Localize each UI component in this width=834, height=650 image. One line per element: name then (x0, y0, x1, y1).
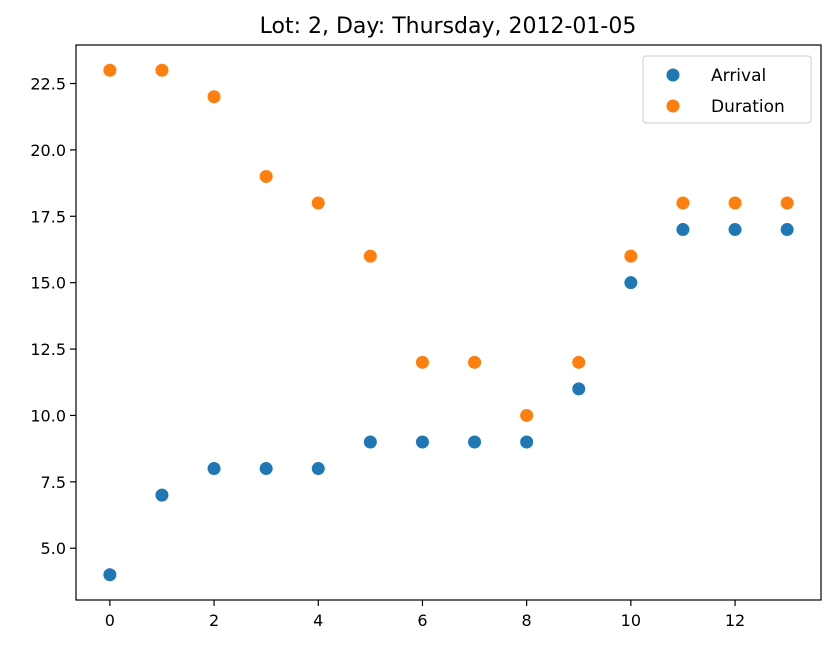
legend-label-arrival: Arrival (711, 66, 766, 86)
data-point-arrival (311, 462, 325, 476)
data-point-duration (780, 196, 794, 210)
x-tick-label: 10 (621, 611, 641, 630)
y-tick-label: 17.5 (30, 207, 66, 226)
y-tick-label: 20.0 (30, 141, 66, 160)
data-point-arrival (624, 276, 638, 290)
data-point-arrival (207, 462, 221, 476)
series-arrival (103, 223, 794, 582)
x-tick-label: 0 (105, 611, 115, 630)
data-point-arrival (103, 568, 117, 582)
y-axis: 5.0 7.5 10.0 12.5 15.0 17.5 20.0 22.5 (30, 75, 76, 558)
x-tick-label: 12 (725, 611, 745, 630)
data-point-arrival (572, 382, 586, 396)
data-points (103, 63, 794, 582)
data-point-duration (103, 63, 117, 77)
data-point-duration (728, 196, 742, 210)
data-point-duration (572, 355, 586, 369)
y-tick-label: 12.5 (30, 340, 66, 359)
legend: Arrival Duration (642, 55, 812, 124)
chart-title: Lot: 2, Day: Thursday, 2012-01-05 (260, 14, 637, 39)
data-point-duration (415, 355, 429, 369)
data-point-arrival (520, 435, 534, 449)
data-point-duration (468, 355, 482, 369)
data-point-arrival (259, 462, 273, 476)
x-tick-label: 2 (209, 611, 219, 630)
data-point-duration (155, 63, 169, 77)
data-point-arrival (676, 223, 690, 237)
x-axis: 0 2 4 6 8 10 12 (105, 600, 745, 630)
data-point-arrival (155, 488, 169, 502)
data-point-duration (259, 169, 273, 183)
data-point-duration (624, 249, 638, 263)
data-point-arrival (415, 435, 429, 449)
legend-marker-arrival (666, 68, 680, 82)
y-tick-label: 5.0 (41, 539, 66, 558)
data-point-duration (676, 196, 690, 210)
x-tick-label: 8 (522, 611, 532, 630)
legend-label-duration: Duration (711, 97, 785, 117)
data-point-duration (520, 408, 534, 422)
data-point-arrival (728, 223, 742, 237)
y-tick-label: 7.5 (41, 473, 66, 492)
data-point-arrival (780, 223, 794, 237)
series-duration (103, 63, 794, 422)
data-point-arrival (363, 435, 377, 449)
legend-box (642, 55, 812, 124)
data-point-duration (363, 249, 377, 263)
plot-area (75, 44, 822, 601)
data-point-duration (311, 196, 325, 210)
y-tick-label: 22.5 (30, 75, 66, 94)
data-point-arrival (468, 435, 482, 449)
y-tick-label: 15.0 (30, 274, 66, 293)
y-tick-label: 10.0 (30, 406, 66, 425)
legend-marker-duration (666, 99, 680, 113)
data-point-duration (207, 90, 221, 104)
x-tick-label: 6 (417, 611, 427, 630)
x-tick-label: 4 (313, 611, 323, 630)
